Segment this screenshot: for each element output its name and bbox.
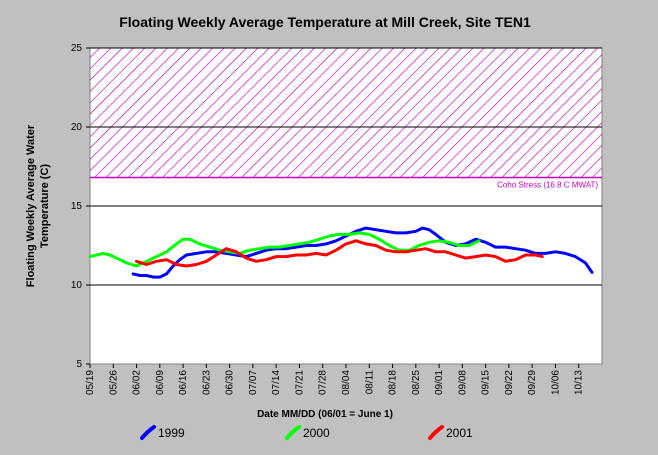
x-tick-label: 10/06 (550, 370, 561, 395)
x-tick-label: 07/07 (248, 370, 259, 395)
x-tick-label: 05/26 (108, 370, 119, 395)
y-tick-label: 15 (71, 201, 83, 212)
x-tick-label: 07/14 (271, 370, 282, 395)
x-axis-label: Date MM/DD (06/01 = June 1) (257, 409, 393, 420)
x-tick-label: 06/09 (155, 370, 166, 395)
x-tick-label: 10/13 (574, 370, 585, 395)
legend-label-1999: 1999 (158, 426, 185, 440)
x-tick-label: 06/02 (132, 370, 143, 395)
y-tick-label: 5 (76, 359, 82, 370)
x-tick-label: 06/23 (201, 370, 212, 395)
legend-label-2000: 2000 (303, 426, 330, 440)
x-tick-label: 09/01 (434, 370, 445, 395)
series-line-2001 (135, 239, 544, 268)
y-axis-label-line2: Temperature (C) (39, 164, 51, 248)
x-tick-label: 08/25 (411, 370, 422, 395)
x-tick-label: 08/04 (341, 370, 352, 395)
x-tick-label: 09/08 (457, 370, 468, 395)
x-tick-label: 09/29 (527, 370, 538, 395)
x-tick-label: 06/30 (225, 370, 236, 395)
coho-stress-label: Coho Stress (16.8 C MWAT) (497, 181, 598, 190)
x-tick-label: 06/16 (178, 370, 189, 395)
x-tick-label: 07/21 (294, 370, 305, 395)
series-line-2000 (88, 231, 481, 268)
x-tick-label: 08/18 (388, 370, 399, 395)
series-line-1999 (131, 226, 594, 279)
x-tick-label: 07/28 (318, 370, 329, 395)
legend-label-2001: 2001 (446, 426, 473, 440)
x-tick-label: 09/22 (504, 370, 515, 395)
y-tick-label: 20 (71, 122, 83, 133)
y-axis-label-line1: Floating Weekly Average Water (25, 124, 37, 287)
chart-title: Floating Weekly Average Temperature at M… (119, 14, 531, 30)
legend-swatch-2000 (285, 425, 301, 440)
legend-swatch-2001 (428, 425, 444, 440)
x-tick-label: 09/15 (481, 370, 492, 395)
y-tick-label: 25 (71, 43, 83, 54)
x-tick-label: 08/11 (364, 370, 375, 395)
y-tick-label: 10 (71, 280, 83, 291)
coho-stress-band (90, 48, 602, 178)
legend-swatch-1999 (140, 425, 156, 440)
x-tick-label: 05/19 (85, 370, 96, 395)
